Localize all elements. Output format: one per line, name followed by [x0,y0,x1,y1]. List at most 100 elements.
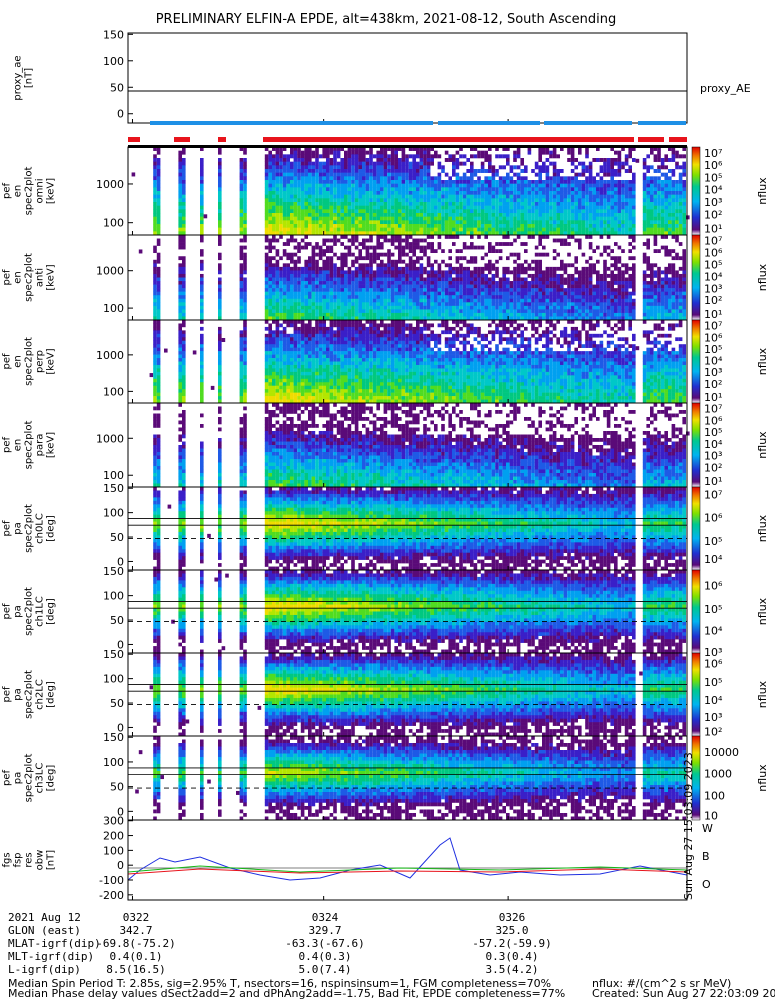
heatmap-cell [290,194,294,199]
heatmap-cell [624,224,629,228]
heatmap-cell [380,305,384,310]
heatmap-cell [462,172,467,177]
heatmap-cell [556,231,560,236]
heatmap-cell [264,245,269,250]
heatmap-cell [628,213,632,217]
heatmap-cell [664,213,668,217]
heatmap-cell [588,277,593,282]
heatmap-cell [275,213,280,217]
heatmap-cell [617,213,622,217]
heatmap-cell [621,298,625,303]
heatmap-cell [401,284,406,289]
heatmap-cell [574,305,578,310]
heatmap-cell [524,220,528,225]
heatmap-cell [444,227,449,232]
heatmap-cell [304,202,308,206]
heatmap-cell [372,227,377,232]
heatmap-cell [534,263,539,268]
heatmap-cell [156,326,161,331]
heatmap-cell [610,263,614,268]
heatmap-cell [434,249,438,254]
heatmap-cell [646,176,650,181]
heatmap-cell [628,249,632,254]
heatmap-cell [473,191,478,195]
heatmap-cell [506,224,510,228]
heatmap-cell [646,245,650,250]
heatmap-cell [347,202,352,206]
heatmap-cell [473,209,478,214]
heatmap-cell [304,213,308,217]
heatmap-cell [624,191,629,195]
heatmap-cell [653,309,658,314]
heatmap-cell [642,231,647,236]
heatmap-cell [156,344,161,348]
heatmap-cell [412,224,416,228]
heatmap-cell [290,165,294,170]
heatmap-cell [200,158,204,162]
heatmap-cell [448,198,452,203]
heatmap-cell [603,194,607,199]
heatmap-cell [387,172,391,177]
heatmap-cell [434,205,438,210]
heatmap-cell [610,187,614,192]
heatmap-cell [524,249,528,254]
heatmap-cell [401,147,406,151]
heatmap-cell [243,227,247,232]
heatmap-cell [380,198,384,203]
heatmap-cell [506,187,510,192]
heatmap-cell [322,169,326,173]
heatmap-cell [516,309,521,314]
heatmap-cell [509,291,514,296]
heatmap-cell [416,216,420,221]
heatmap-cell [599,291,604,296]
heatmap-cell [538,180,542,184]
heatmap-cell [516,224,521,228]
heatmap-cell [286,273,290,278]
heatmap-cell [304,305,308,310]
heatmap-cell [495,194,499,199]
heatmap-cell [603,187,607,192]
heatmap-cell [405,154,409,159]
heatmap-cell [448,209,452,214]
heatmap-cell [405,266,409,271]
heatmap-cell [444,284,449,289]
heatmap-cell [668,277,672,282]
heatmap-cell [556,309,560,314]
heatmap-cell [524,309,528,314]
heatmap-cell [448,305,452,310]
heatmap-cell [416,213,420,217]
heatmap-cell [441,316,445,321]
heatmap-cell [585,183,589,188]
heatmap-cell [408,302,413,307]
heatmap-cell [239,291,244,296]
heatmap-cell [459,249,463,254]
heatmap-cell [459,202,463,206]
heatmap-cell [380,224,384,228]
heatmap-cell [452,161,456,166]
heatmap-cell [484,305,488,310]
heatmap-cell [574,288,578,292]
heatmap-cell [282,249,287,254]
heatmap-cell [300,154,305,159]
heatmap-cell [491,273,496,278]
heatmap-cell [354,202,359,206]
heatmap-cell [560,316,564,321]
heatmap-cell [473,277,478,282]
heatmap-cell [516,305,521,310]
heatmap-cell [560,288,564,292]
heatmap-cell [308,273,312,278]
heatmap-cell [308,169,312,173]
heatmap-cell [272,277,276,282]
heatmap-cell [484,213,488,217]
heatmap-cell [376,154,380,159]
heatmap-cell [678,312,683,317]
heatmap-cell [491,284,496,289]
heatmap-cell [581,284,586,289]
heatmap-cell [311,224,316,228]
heatmap-cell [200,273,204,278]
heatmap-cell [542,161,546,166]
heatmap-cell [318,227,323,232]
heatmap-cell [513,172,517,177]
heatmap-cell [678,277,683,282]
heatmap-cell [383,172,388,177]
